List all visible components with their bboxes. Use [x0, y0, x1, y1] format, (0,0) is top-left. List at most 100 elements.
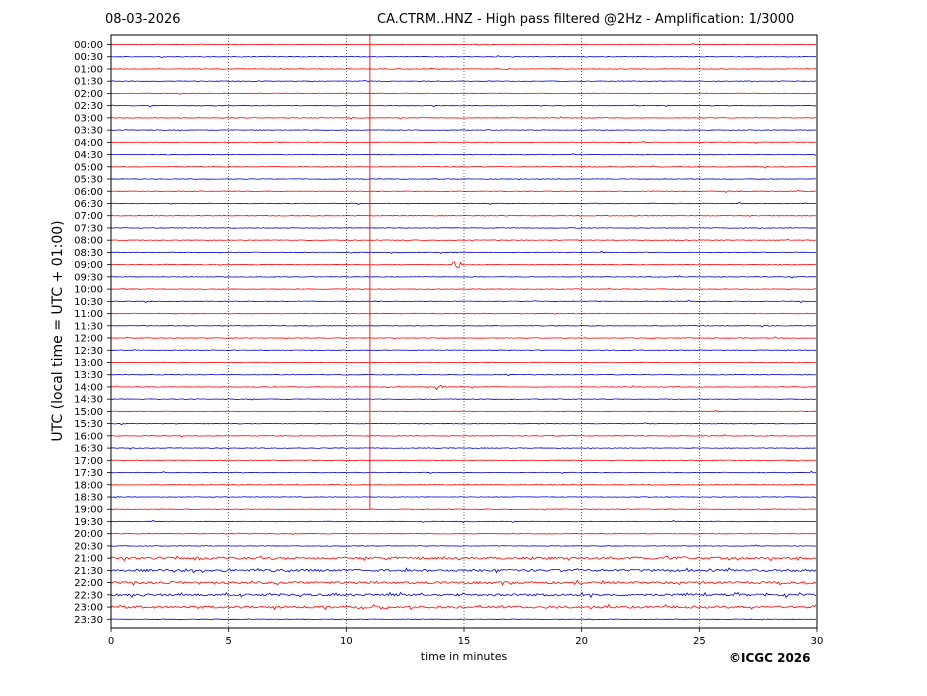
x-axis-label: time in minutes	[421, 650, 508, 663]
y-tick-label: 17:30	[74, 468, 103, 479]
trace-08-30	[110, 250, 817, 255]
y-tick-label: 02:30	[74, 101, 103, 112]
y-tick-label: 04:30	[74, 150, 103, 161]
trace-05-30	[110, 178, 817, 181]
trace-22-30	[110, 591, 817, 599]
y-tick-label: 06:00	[74, 187, 103, 198]
trace-00-30	[110, 55, 817, 59]
y-tick-label: 09:30	[74, 272, 103, 283]
trace-23-30	[110, 618, 817, 621]
trace-04-30	[110, 153, 817, 157]
y-tick-label: 11:30	[74, 321, 103, 332]
trace-20-30	[110, 544, 817, 547]
trace-03-00	[110, 116, 817, 120]
y-tick-label: 18:30	[74, 493, 103, 504]
trace-19-30	[110, 519, 817, 524]
y-tick-label: 14:30	[74, 395, 103, 406]
trace-16-30	[110, 447, 817, 450]
x-tick-label: 30	[811, 636, 824, 647]
y-tick-label: 01:30	[74, 77, 103, 88]
y-tick-label: 05:30	[74, 175, 103, 186]
x-tick-label: 20	[575, 636, 588, 647]
y-tick-label: 13:30	[74, 370, 103, 381]
trace-15-00	[110, 409, 817, 413]
y-tick-label: 06:30	[74, 199, 103, 210]
y-tick-label: 21:30	[74, 566, 103, 577]
y-tick-label: 20:00	[74, 529, 103, 540]
trace-11-00	[110, 312, 817, 315]
plot-title: CA.CTRM..HNZ - High pass filtered @2Hz -…	[377, 12, 795, 27]
trace-21-30	[110, 567, 817, 574]
trace-03-30	[110, 129, 817, 132]
trace-12-00	[110, 336, 817, 340]
y-tick-label: 19:30	[74, 517, 103, 528]
y-tick-label: 21:00	[74, 554, 103, 565]
y-tick-label: 16:30	[74, 444, 103, 455]
trace-15-30	[110, 422, 817, 426]
trace-10-00	[110, 287, 817, 290]
x-tick-label: 15	[458, 636, 471, 647]
trace-18-30	[110, 496, 817, 499]
trace-11-30	[110, 325, 817, 328]
trace-17-30	[110, 470, 817, 475]
y-tick-label: 07:30	[74, 223, 103, 234]
trace-14-00	[110, 384, 817, 391]
x-tick-label: 0	[108, 636, 114, 647]
y-tick-label: 18:00	[74, 480, 103, 491]
trace-12-30	[110, 349, 817, 352]
trace-16-00	[110, 434, 816, 438]
trace-19-00	[110, 508, 817, 511]
grid-group	[228, 35, 700, 628]
y-tick-label: 12:00	[74, 334, 103, 345]
y-tick-label: 03:30	[74, 126, 103, 137]
trace-09-30	[110, 275, 817, 279]
y-tick-label: 00:00	[74, 40, 103, 51]
y-tick-label: 08:30	[74, 248, 103, 259]
y-tick-label: 20:30	[74, 541, 103, 552]
y-tick-label: 11:00	[74, 309, 103, 320]
trace-21-00	[110, 555, 817, 562]
y-tick-label: 13:00	[74, 358, 103, 369]
y-tick-label: 07:00	[74, 211, 103, 222]
trace-08-00	[110, 238, 817, 242]
y-tick-label: 15:30	[74, 419, 103, 430]
trace-10-30	[110, 299, 817, 304]
trace-group	[110, 35, 817, 621]
trace-01-00	[110, 67, 817, 71]
plot-frame	[110, 34, 818, 629]
y-tick-label: 17:00	[74, 456, 103, 467]
y-tick-label: 03:00	[74, 113, 103, 124]
y-tick-label: 01:00	[74, 64, 103, 75]
y-axis-label: UTC (local time = UTC + 01:00)	[50, 220, 66, 441]
y-tick-label: 23:00	[74, 603, 103, 614]
y-tick-label: 22:30	[74, 590, 103, 601]
y-tick-label: 08:00	[74, 236, 103, 247]
trace-02-00	[110, 92, 817, 95]
trace-18-00	[110, 483, 817, 486]
trace-04-00	[110, 140, 817, 145]
trace-20-00	[110, 532, 817, 535]
y-tick-label: 15:00	[74, 407, 103, 418]
trace-06-00	[110, 189, 817, 193]
y-tick-label: 02:00	[74, 89, 103, 100]
y-tick-label: 00:30	[74, 52, 103, 63]
y-tick-label: 09:00	[74, 260, 103, 271]
trace-01-30	[110, 80, 817, 83]
trace-05-00	[110, 165, 817, 169]
y-tick-label: 10:00	[74, 285, 103, 296]
trace-09-00	[110, 261, 817, 268]
trace-23-00	[110, 603, 817, 611]
y-tick-label: 10:30	[74, 297, 103, 308]
trace-17-00	[110, 459, 817, 463]
trace-07-00	[110, 215, 817, 217]
trace-13-30	[110, 373, 817, 377]
y-tick-label: 22:00	[74, 578, 103, 589]
y-tick-label: 23:30	[74, 615, 103, 626]
y-tick-label: 14:00	[74, 382, 103, 393]
trace-02-30	[110, 104, 817, 108]
y-tick-label: 16:00	[74, 431, 103, 442]
x-tick-label: 5	[225, 636, 231, 647]
plot-date: 08-03-2026	[105, 12, 181, 27]
trace-00-00	[110, 42, 817, 46]
